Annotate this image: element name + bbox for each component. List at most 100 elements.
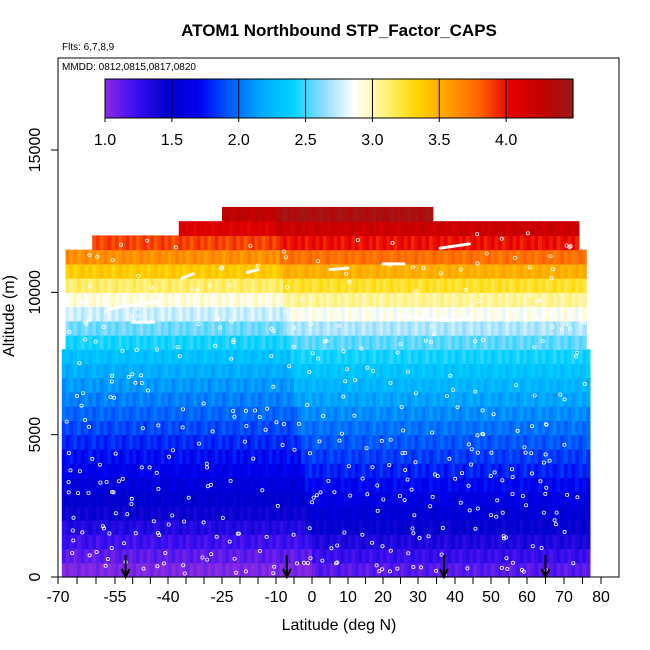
sample-point xyxy=(219,266,224,271)
heatmap-cell xyxy=(254,406,259,422)
heatmap-cell xyxy=(315,477,320,493)
heatmap-cell xyxy=(393,463,398,478)
heatmap-cell xyxy=(549,221,554,236)
sample-point xyxy=(538,479,543,484)
heatmap-cell xyxy=(115,420,120,436)
heatmap-cell xyxy=(348,534,353,550)
heatmap-cell xyxy=(527,562,532,578)
heatmap-cell xyxy=(351,548,356,564)
heatmap-cell xyxy=(243,448,248,464)
heatmap-cell xyxy=(498,377,503,393)
heatmap-cell xyxy=(351,420,356,436)
heatmap-cell xyxy=(196,505,201,521)
sample-point xyxy=(421,265,426,270)
heatmap-cell xyxy=(340,221,345,236)
heatmap-cell xyxy=(290,249,295,265)
heatmap-cell xyxy=(103,491,108,507)
heatmap-cell xyxy=(164,263,169,279)
heatmap-cell xyxy=(386,235,391,251)
sample-point xyxy=(210,429,215,434)
heatmap-cell xyxy=(69,292,74,308)
heatmap-cell xyxy=(491,477,496,493)
heatmap-cell xyxy=(153,363,158,379)
sample-point xyxy=(166,522,171,527)
heatmap-cell xyxy=(290,377,295,393)
heatmap-cell xyxy=(118,249,123,265)
heatmap-cell xyxy=(312,306,317,322)
heatmap-cell xyxy=(379,534,384,550)
heatmap-cell xyxy=(286,548,291,564)
heatmap-cell xyxy=(534,278,539,293)
heatmap-cell xyxy=(358,406,363,422)
heatmap-cell xyxy=(418,520,423,535)
heatmap-cell xyxy=(304,235,309,251)
colorbar-swatch xyxy=(442,79,447,118)
heatmap-cell xyxy=(319,391,324,407)
heatmap-cell xyxy=(397,349,402,365)
heatmap-cell xyxy=(115,349,120,365)
heatmap-cell xyxy=(534,263,539,279)
heatmap-cell xyxy=(407,406,412,422)
heatmap-cell xyxy=(348,235,353,251)
heatmap-cell xyxy=(297,363,302,379)
heatmap-cell xyxy=(393,420,398,436)
heatmap-cell xyxy=(312,320,317,336)
heatmap-cell xyxy=(218,292,223,308)
heatmap-cell xyxy=(552,278,558,293)
heatmap-cell xyxy=(65,548,70,564)
sample-point xyxy=(321,413,326,418)
heatmap-cell xyxy=(107,320,112,336)
colorbar-swatch xyxy=(322,79,327,118)
heatmap-cell xyxy=(88,263,93,279)
heatmap-cell xyxy=(443,491,449,507)
heatmap-cell xyxy=(560,505,565,521)
heatmap-cell xyxy=(358,263,363,279)
heatmap-cell xyxy=(186,463,191,478)
heatmap-cell xyxy=(560,278,565,293)
heatmap-cell xyxy=(268,377,273,393)
heatmap-cell xyxy=(348,477,353,493)
heatmap-cell xyxy=(222,377,227,393)
heatmap-cell xyxy=(207,349,212,365)
heatmap-cell xyxy=(61,520,67,535)
heatmap-cell xyxy=(236,363,241,379)
heatmap-cell xyxy=(146,562,151,578)
heatmap-cell xyxy=(365,391,370,407)
heatmap-cell xyxy=(254,548,259,564)
heatmap-cell xyxy=(358,249,363,265)
heatmap-cell xyxy=(240,263,245,279)
heatmap-cell xyxy=(304,221,309,236)
heatmap-cell xyxy=(443,320,449,336)
heatmap-cell xyxy=(355,406,360,422)
heatmap-cell xyxy=(115,320,120,336)
heatmap-cell xyxy=(283,363,288,379)
heatmap-cell xyxy=(429,235,434,251)
heatmap-cell xyxy=(193,477,198,493)
heatmap-cell xyxy=(132,263,137,279)
heatmap-cell xyxy=(160,463,166,478)
heatmap-cell xyxy=(200,235,205,251)
heatmap-cell xyxy=(436,505,441,521)
heatmap-cell xyxy=(365,491,370,507)
sample-point xyxy=(133,380,138,385)
heatmap-cell xyxy=(261,434,266,450)
heatmap-cell xyxy=(397,306,402,322)
heatmap-cell xyxy=(436,335,441,350)
heatmap-cell xyxy=(286,434,291,450)
heatmap-cell xyxy=(512,420,517,436)
heatmap-cell xyxy=(462,377,467,393)
heatmap-cell xyxy=(182,249,187,265)
colorbar-swatch xyxy=(308,79,313,118)
heatmap-cell xyxy=(211,349,216,365)
sample-point xyxy=(196,322,201,327)
heatmap-cell xyxy=(125,420,130,436)
heatmap-cell xyxy=(465,292,470,308)
colorbar-swatch xyxy=(549,79,554,118)
heatmap-cell xyxy=(436,520,441,535)
heatmap-cell xyxy=(451,505,456,521)
heatmap-cell xyxy=(421,477,426,493)
heatmap-cell xyxy=(125,562,130,578)
heatmap-cell xyxy=(530,562,535,578)
heatmap-cell xyxy=(92,349,97,365)
heatmap-cell xyxy=(160,505,166,521)
